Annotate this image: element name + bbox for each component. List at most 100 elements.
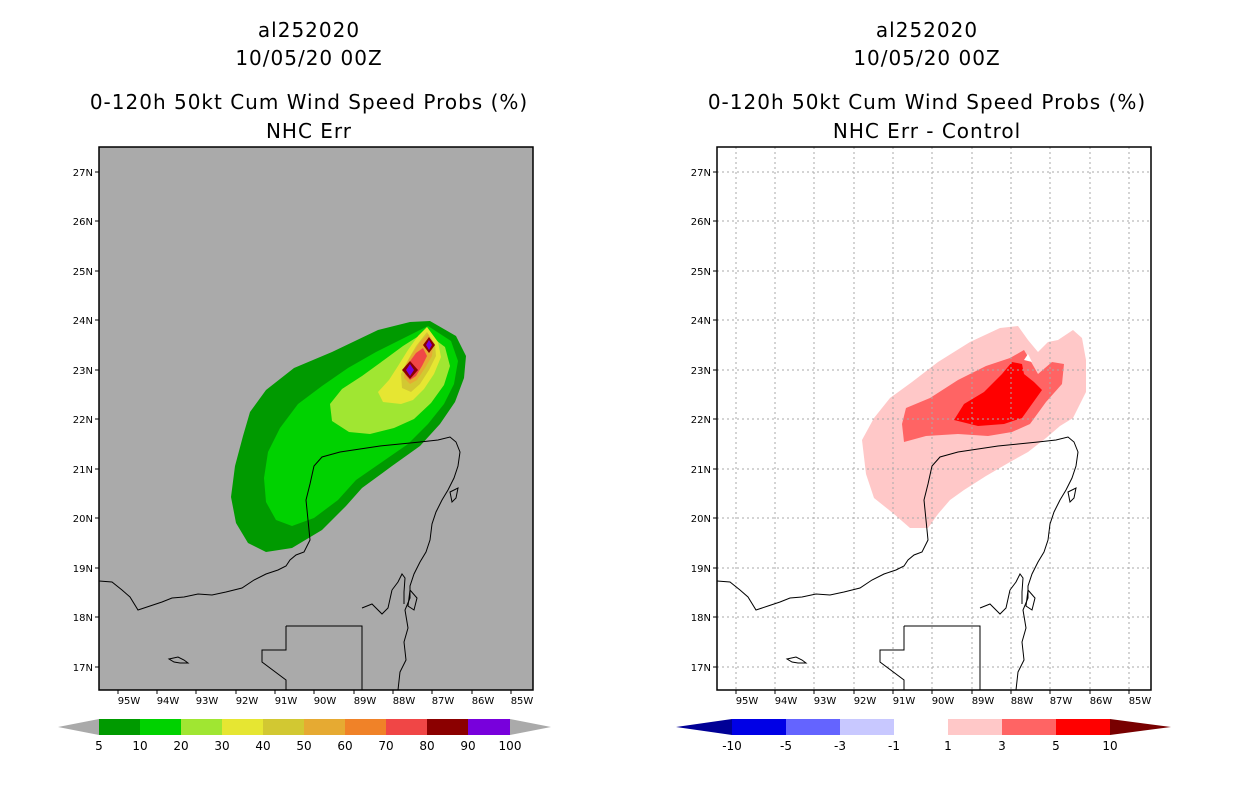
- lat-label-20N: 20N: [73, 514, 93, 525]
- colorbar-label: 80: [419, 739, 434, 753]
- lon-label-89W: 89W: [354, 696, 377, 707]
- colorbar-swatch-neg1-1: [894, 719, 948, 735]
- lat-label-22N: 22N: [691, 415, 711, 426]
- lon-label-86W: 86W: [1090, 696, 1113, 707]
- lat-label-19N: 19N: [691, 564, 711, 575]
- difference-map: 27N 26N 25N 24N 23N 22N 21N 20N 19N 18N …: [691, 146, 1152, 707]
- lon-axis: 95W 94W 93W 92W 91W 90W 89W 88W 87W 86W …: [735, 690, 1152, 707]
- subtitle: NHC Err - Control: [832, 119, 1022, 143]
- colorbar-swatch-5-10: [99, 719, 140, 735]
- colorbar-swatch-40-50: [263, 719, 304, 735]
- lon-label-87W: 87W: [432, 696, 455, 707]
- lon-label-93W: 93W: [814, 696, 837, 707]
- colorbar-swatch-neg5-neg3: [786, 719, 840, 735]
- probability-map: 27N 26N 25N 24N 23N 22N 21N 20N 19N 18N …: [73, 146, 534, 707]
- left-panel: al252020 10/05/20 00Z 0-120h 50kt Cum Wi…: [58, 18, 551, 753]
- colorbar-swatch-50-60: [304, 719, 345, 735]
- lat-label-25N: 25N: [73, 267, 93, 278]
- colorbar-label: 10: [1102, 739, 1117, 753]
- storm-id-title: al252020: [257, 18, 361, 42]
- colorbar-label: 40: [255, 739, 270, 753]
- colorbar-label: 1: [944, 739, 952, 753]
- colorbar-label: 90: [460, 739, 475, 753]
- lon-label-85W: 85W: [511, 696, 534, 707]
- lat-label-22N: 22N: [73, 415, 93, 426]
- colorbar-swatch-30-40: [222, 719, 263, 735]
- colorbar-swatch-90-100: [468, 719, 510, 735]
- lon-label-88W: 88W: [1011, 696, 1034, 707]
- lon-label-93W: 93W: [196, 696, 219, 707]
- colorbar-under-arrow: [676, 719, 732, 735]
- lon-label-88W: 88W: [393, 696, 416, 707]
- contour-100: [426, 340, 432, 350]
- coastlines: [99, 436, 461, 690]
- colorbar-label: 10: [132, 739, 147, 753]
- lon-label-89W: 89W: [972, 696, 995, 707]
- colorbar-swatch-20-30: [181, 719, 222, 735]
- colorbar-swatch-60-70: [345, 719, 386, 735]
- colorbar-swatch-neg10-neg5: [732, 719, 786, 735]
- colorbar-label: -5: [780, 739, 792, 753]
- colorbar-swatch-70-80: [386, 719, 427, 735]
- lat-label-18N: 18N: [691, 613, 711, 624]
- lon-label-91W: 91W: [275, 696, 298, 707]
- lat-label-26N: 26N: [73, 217, 93, 228]
- grid-lines: [717, 147, 1151, 690]
- contour-diff-hole: [1024, 354, 1032, 362]
- lat-label-17N: 17N: [73, 663, 93, 674]
- colorbar-probability: 5 10 20 30 40 50 60 70 80 90 100: [58, 719, 551, 753]
- lon-label-95W: 95W: [736, 696, 759, 707]
- colorbar-swatch-1-3: [948, 719, 1002, 735]
- date-title: 10/05/20 00Z: [235, 46, 383, 70]
- colorbar-swatch-10-20: [140, 719, 181, 735]
- subtitle: NHC Err: [265, 119, 353, 143]
- colorbar-swatch-80-90: [427, 719, 468, 735]
- lat-label-23N: 23N: [73, 366, 93, 377]
- colorbar-label: 60: [337, 739, 352, 753]
- colorbar-label: 30: [214, 739, 229, 753]
- probability-contours: [231, 321, 466, 552]
- colorbar-label: 70: [378, 739, 393, 753]
- colorbar-label: 5: [95, 739, 103, 753]
- product-title: 0-120h 50kt Cum Wind Speed Probs (%): [707, 90, 1147, 114]
- colorbar-label: 5: [1052, 739, 1060, 753]
- colorbar-swatch-3-5: [1002, 719, 1056, 735]
- lat-label-20N: 20N: [691, 514, 711, 525]
- colorbar-label: 3: [998, 739, 1006, 753]
- lat-label-19N: 19N: [73, 564, 93, 575]
- lat-label-24N: 24N: [691, 316, 711, 327]
- lat-label-25N: 25N: [691, 267, 711, 278]
- right-panel: al252020 10/05/20 00Z 0-120h 50kt Cum Wi…: [618, 0, 1236, 800]
- lon-axis: 95W 94W 93W 92W 91W 90W 89W 88W 87W 86W …: [117, 690, 534, 707]
- lat-label-21N: 21N: [73, 465, 93, 476]
- lon-label-94W: 94W: [157, 696, 180, 707]
- colorbar-label: 50: [296, 739, 311, 753]
- lat-label-24N: 24N: [73, 316, 93, 327]
- lat-axis: 27N 26N 25N 24N 23N 22N 21N 20N 19N 18N …: [691, 168, 717, 674]
- contour-diff-5: [954, 362, 1042, 426]
- product-title: 0-120h 50kt Cum Wind Speed Probs (%): [89, 90, 529, 114]
- colorbar-label: 100: [499, 739, 522, 753]
- lat-label-21N: 21N: [691, 465, 711, 476]
- lat-label-18N: 18N: [73, 613, 93, 624]
- lat-label-23N: 23N: [691, 366, 711, 377]
- storm-id-title: al252020: [875, 18, 979, 42]
- lon-label-92W: 92W: [854, 696, 877, 707]
- lon-label-95W: 95W: [118, 696, 141, 707]
- coastlines: [717, 436, 1079, 690]
- lat-axis: 27N 26N 25N 24N 23N 22N 21N 20N 19N 18N …: [73, 168, 99, 674]
- lon-label-85W: 85W: [1129, 696, 1152, 707]
- lat-label-27N: 27N: [73, 168, 93, 179]
- lon-label-91W: 91W: [893, 696, 916, 707]
- colorbar-over-arrow: [510, 719, 551, 735]
- lon-label-90W: 90W: [314, 696, 337, 707]
- lon-label-92W: 92W: [236, 696, 259, 707]
- lat-label-26N: 26N: [691, 217, 711, 228]
- lon-label-94W: 94W: [775, 696, 798, 707]
- colorbar-swatch-neg3-neg1: [840, 719, 894, 735]
- lat-label-17N: 17N: [691, 663, 711, 674]
- colorbar-difference: -10 -5 -3 -1 1 3 5 10: [676, 719, 1171, 753]
- colorbar-over-arrow: [1110, 719, 1171, 735]
- colorbar-label: -1: [888, 739, 900, 753]
- colorbar-label: -3: [834, 739, 846, 753]
